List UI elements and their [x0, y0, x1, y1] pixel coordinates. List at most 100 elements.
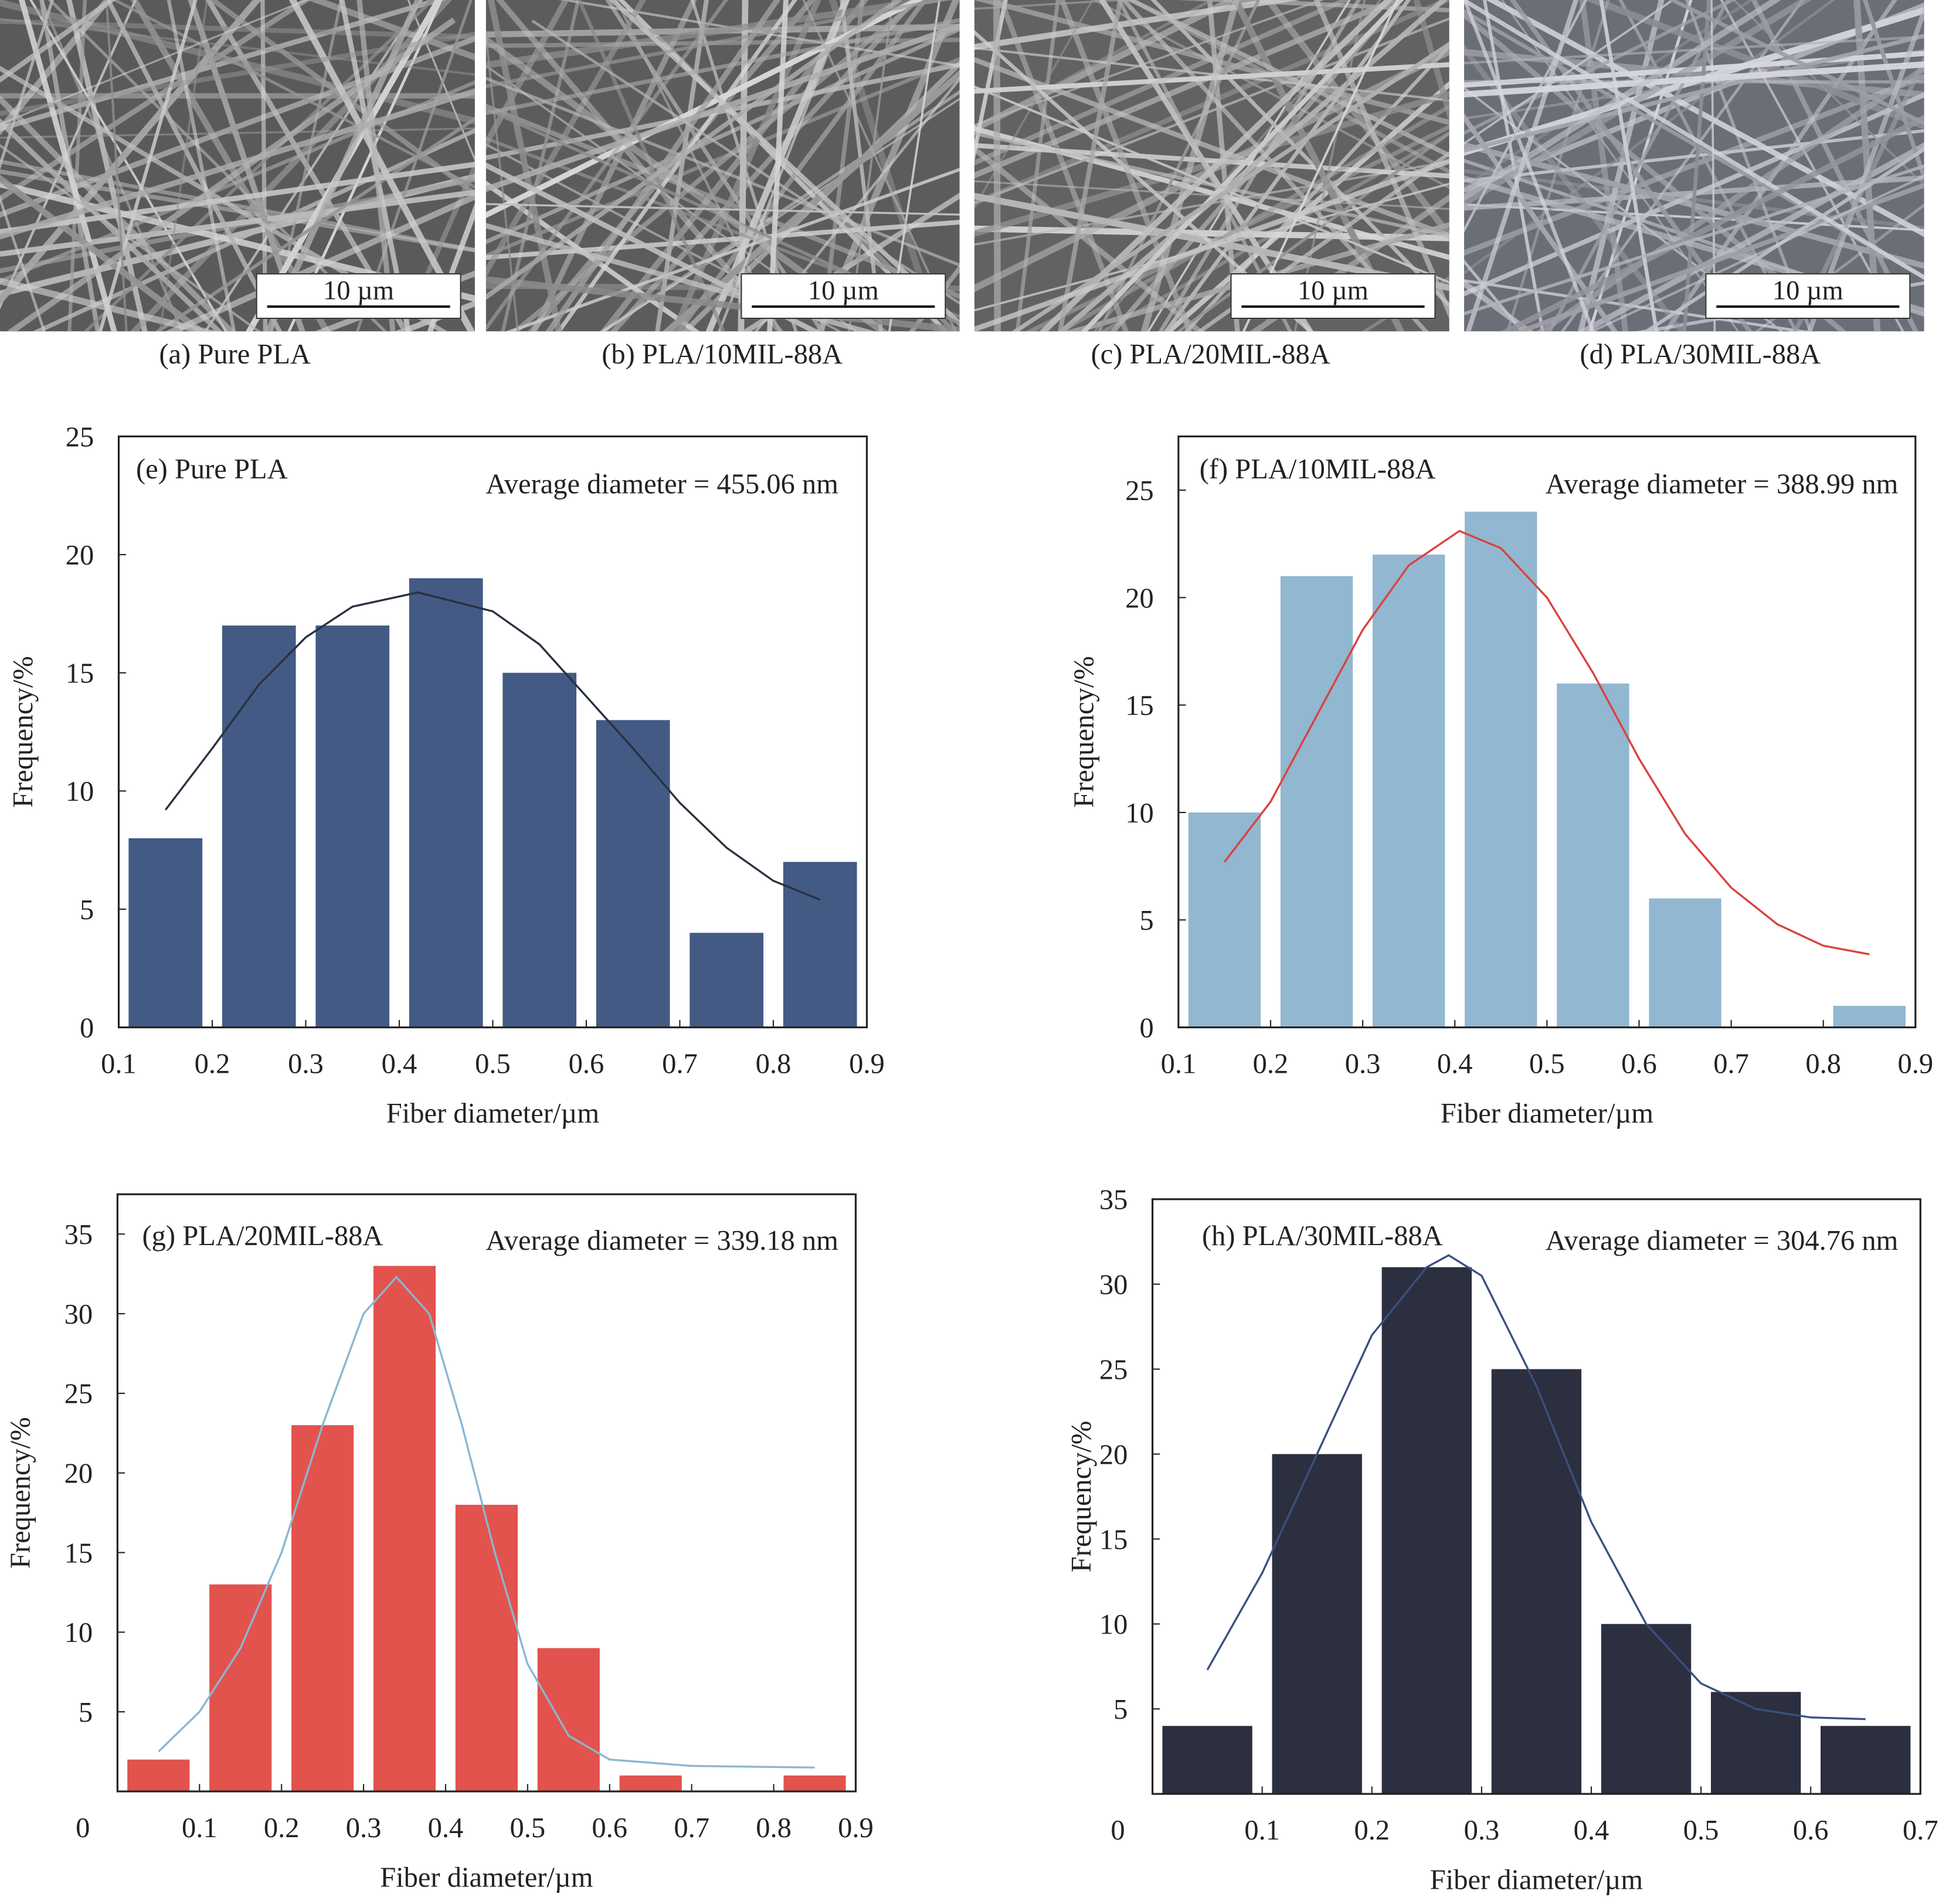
y-tick-label: 30 [64, 1299, 93, 1330]
bar [315, 625, 389, 1028]
y-axis-label: Frequency/% [5, 1417, 36, 1569]
bar [1711, 1692, 1801, 1794]
average-diameter-annotation: Average diameter = 339.18 nm [485, 1225, 838, 1256]
x-tick-label: 0.2 [264, 1813, 300, 1844]
bar [1465, 512, 1537, 1028]
x-tick-label: 0.4 [1574, 1815, 1609, 1846]
y-tick-label: 15 [1125, 691, 1154, 722]
y-tick-label: 25 [1099, 1354, 1128, 1385]
x-tick-label: 0.6 [1621, 1049, 1657, 1080]
x-tick-label: 0.7 [1713, 1049, 1749, 1080]
y-axis-label: Frequency/% [1068, 656, 1099, 808]
x-tick-label: 0.2 [1354, 1815, 1390, 1846]
bar [690, 933, 763, 1027]
x-tick-label: 0.3 [288, 1049, 324, 1080]
bar [128, 838, 202, 1028]
x-tick-label: 0.4 [1437, 1049, 1473, 1080]
y-tick-label: 10 [64, 1617, 93, 1648]
bar [783, 1776, 845, 1791]
y-tick-label: 20 [1125, 583, 1154, 614]
y-tick-label: 35 [64, 1219, 93, 1250]
bar [291, 1425, 354, 1791]
bar [1373, 555, 1445, 1027]
y-tick-label: 0 [1139, 1012, 1153, 1043]
bar [1492, 1369, 1581, 1794]
average-diameter-annotation: Average diameter = 455.06 nm [485, 468, 838, 499]
y-tick-label: 10 [66, 776, 94, 807]
y-tick-label: 5 [1139, 905, 1153, 936]
y-tick-label: 15 [1099, 1524, 1128, 1555]
x-tick-label: 0.8 [1805, 1049, 1841, 1080]
x-tick-label: 0.1 [1161, 1049, 1197, 1080]
x-tick-label: 0.6 [569, 1049, 605, 1080]
x-axis-label: Fiber diameter/µm [380, 1862, 593, 1893]
x-tick-label: 0.2 [1253, 1049, 1289, 1080]
y-axis-label: Frequency/% [8, 656, 39, 808]
x-tick-label: 0.4 [428, 1813, 464, 1844]
bar [783, 862, 857, 1027]
x-tick-label: 0.4 [382, 1049, 417, 1080]
bar [127, 1760, 189, 1791]
bar [1188, 812, 1261, 1028]
bar [502, 673, 576, 1028]
panel-label: (e) Pure PLA [136, 454, 288, 485]
bar [456, 1505, 518, 1791]
bar [1162, 1726, 1252, 1794]
x-tick-label: 0.3 [1464, 1815, 1500, 1846]
y-tick-label: 25 [64, 1379, 93, 1410]
x-tick-label: 0.1 [101, 1049, 137, 1080]
average-diameter-annotation: Average diameter = 388.99 nm [1546, 468, 1899, 499]
y-tick-label: 0 [80, 1012, 94, 1043]
y-tick-label: 25 [66, 421, 94, 453]
x-tick-label: 0.9 [1898, 1049, 1934, 1080]
bar [596, 720, 670, 1027]
bar [1601, 1624, 1691, 1794]
x-axis-label: Fiber diameter/µm [1430, 1865, 1643, 1896]
x-tick-label: 0.9 [838, 1813, 874, 1844]
bar [1557, 684, 1629, 1028]
x-tick-label: 0.5 [1529, 1049, 1565, 1080]
x-tick-label: 0.3 [1345, 1049, 1381, 1080]
y-tick-label: 5 [1113, 1694, 1128, 1725]
y-tick-label: 10 [1125, 798, 1154, 829]
bar [1272, 1454, 1362, 1794]
panel-label: (h) PLA/30MIL-88A [1202, 1220, 1443, 1252]
x-tick-label: 0.6 [592, 1813, 627, 1844]
x-tick-label: 0.7 [674, 1813, 709, 1844]
x-tick-label: 0.7 [1903, 1815, 1938, 1846]
bar [209, 1585, 271, 1791]
x-tick-label: 0.6 [1793, 1815, 1829, 1846]
bar [373, 1266, 436, 1791]
y-tick-label: 20 [64, 1458, 93, 1490]
x-tick-label: 0 [76, 1813, 90, 1844]
y-tick-label: 25 [1125, 475, 1154, 506]
bar [1821, 1726, 1910, 1794]
bar [1382, 1267, 1472, 1794]
x-tick-label: 0.8 [756, 1049, 792, 1080]
x-tick-label: 0.7 [662, 1049, 698, 1080]
average-diameter-annotation: Average diameter = 304.76 nm [1546, 1225, 1899, 1256]
x-tick-label: 0 [1111, 1815, 1125, 1846]
y-tick-label: 20 [66, 540, 94, 571]
x-tick-label: 0.5 [1683, 1815, 1719, 1846]
y-tick-label: 35 [1099, 1185, 1128, 1216]
y-axis-label: Frequency/% [1066, 1421, 1097, 1573]
y-tick-label: 15 [64, 1538, 93, 1569]
panel-label: (g) PLA/20MIL-88A [142, 1220, 383, 1252]
y-tick-label: 5 [80, 895, 94, 926]
y-tick-label: 5 [79, 1697, 93, 1728]
x-tick-label: 0.9 [849, 1049, 885, 1080]
x-tick-label: 0.8 [756, 1813, 792, 1844]
bar [409, 578, 483, 1027]
bar [1833, 1006, 1906, 1028]
y-tick-label: 20 [1099, 1439, 1128, 1470]
x-tick-label: 0.1 [1244, 1815, 1280, 1846]
x-tick-label: 0.5 [475, 1049, 511, 1080]
x-tick-label: 0.1 [182, 1813, 218, 1844]
